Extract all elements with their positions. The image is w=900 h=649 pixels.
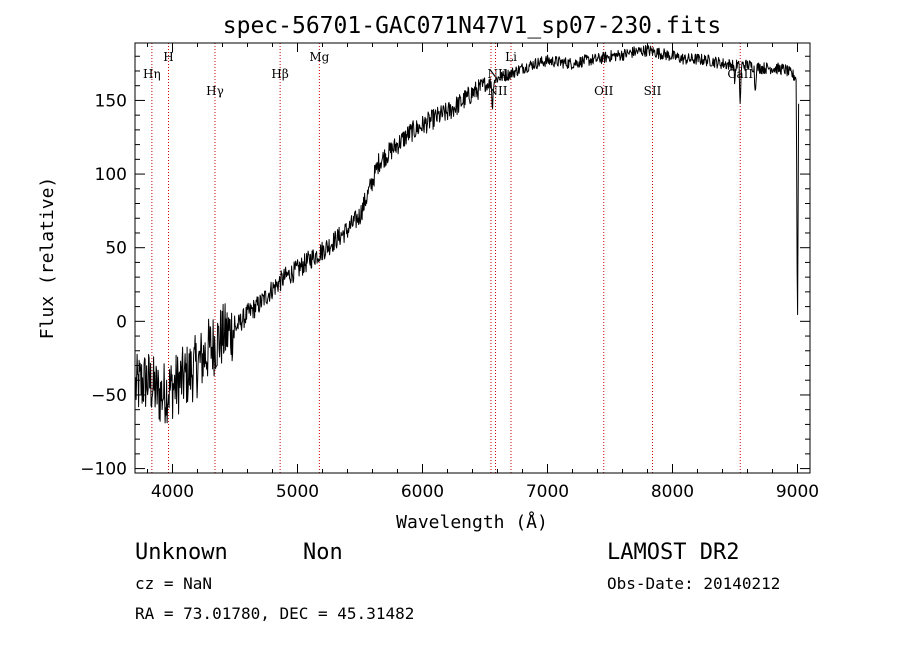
x-tick-label: 4000 [151, 482, 194, 502]
redshift-value: cz = NaN [135, 574, 212, 593]
line-marker-label: Mg [309, 50, 329, 64]
x-tick-label: 8000 [651, 482, 694, 502]
line-marker-label: Li [505, 50, 517, 64]
y-tick-label: 100 [95, 165, 127, 185]
coordinates: RA = 73.01780, DEC = 45.31482 [135, 604, 414, 623]
y-axis-label: Flux (relative) [37, 177, 58, 340]
object-class: Unknown [135, 540, 228, 565]
y-tick-label: 150 [95, 91, 127, 111]
y-tick-label: −100 [80, 460, 127, 480]
spectrum-line [135, 45, 800, 424]
x-axis: 4000 5000 6000 7000 8000 9000 [147, 43, 819, 502]
chart-title: spec-56701-GAC071N47V1_sp07-230.fits [223, 13, 722, 39]
plot-frame [134, 42, 811, 474]
x-tick-label: 5000 [276, 482, 319, 502]
x-tick-label: 7000 [526, 482, 569, 502]
x-tick-label: 6000 [401, 482, 444, 502]
x-axis-label: Wavelength (Å) [396, 511, 548, 533]
x-tick-label: 9000 [776, 482, 819, 502]
line-marker-label: SII [644, 84, 662, 98]
line-marker-label: H [163, 50, 173, 64]
y-tick-label: 50 [105, 239, 127, 259]
survey-name: LAMOST DR2 [607, 540, 739, 565]
line-marker-label: Hη [143, 67, 161, 81]
line-marker-label: Hβ [271, 67, 288, 81]
object-subclass: Non [303, 540, 343, 565]
y-tick-label: 0 [116, 312, 127, 332]
y-axis: −100 −50 0 50 100 150 [80, 55, 810, 480]
line-marker-label: Hγ [206, 84, 224, 98]
line-marker-label: OII [594, 84, 614, 98]
y-tick-label: −50 [91, 386, 127, 406]
observation-date: Obs-Date: 20140212 [607, 574, 780, 593]
